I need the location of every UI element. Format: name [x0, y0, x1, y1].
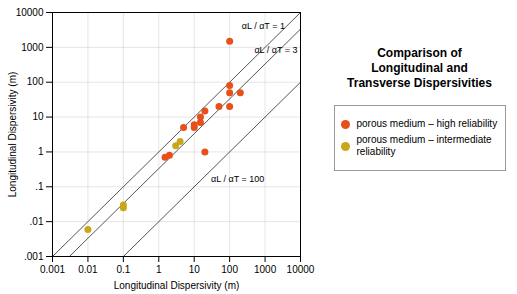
svg-text:αL / αT = 3: αL / αT = 3 — [254, 45, 297, 55]
svg-text:.001: .001 — [24, 251, 44, 262]
svg-text:.1: .1 — [35, 181, 44, 192]
svg-text:1: 1 — [156, 264, 162, 275]
svg-text:αL / αT = 100: αL / αT = 100 — [211, 174, 264, 184]
svg-text:10: 10 — [189, 264, 201, 275]
svg-text:Longitudinal Dispersivity (m): Longitudinal Dispersivity (m) — [7, 72, 18, 198]
svg-text:10000: 10000 — [287, 264, 315, 275]
html-text:Comparison of Longitudinal and: Comparison of Longitudinal and Transvers… — [347, 46, 492, 90]
svg-text:0.1: 0.1 — [116, 264, 130, 275]
svg-text:0.001: 0.001 — [40, 264, 65, 275]
svg-text:Longitudinal Dispersivity (m): Longitudinal Dispersivity (m) — [114, 280, 240, 291]
html-text:porous medium – high reliabili: porous medium – high reliability — [356, 118, 498, 129]
svg-text:100: 100 — [221, 264, 238, 275]
html-text:porous medium – intermediate r: porous medium – intermediate reliability — [356, 134, 492, 157]
svg-text:1000: 1000 — [21, 42, 44, 53]
svg-text:αL / αT = 1: αL / αT = 1 — [242, 21, 285, 31]
svg-text:10: 10 — [32, 111, 44, 122]
svg-text:1: 1 — [38, 146, 44, 157]
svg-text:10000: 10000 — [16, 7, 44, 18]
svg-text:100: 100 — [27, 76, 44, 87]
svg-text:1000: 1000 — [254, 264, 277, 275]
svg-text:0.01: 0.01 — [78, 264, 98, 275]
svg-text:.01: .01 — [30, 216, 44, 227]
